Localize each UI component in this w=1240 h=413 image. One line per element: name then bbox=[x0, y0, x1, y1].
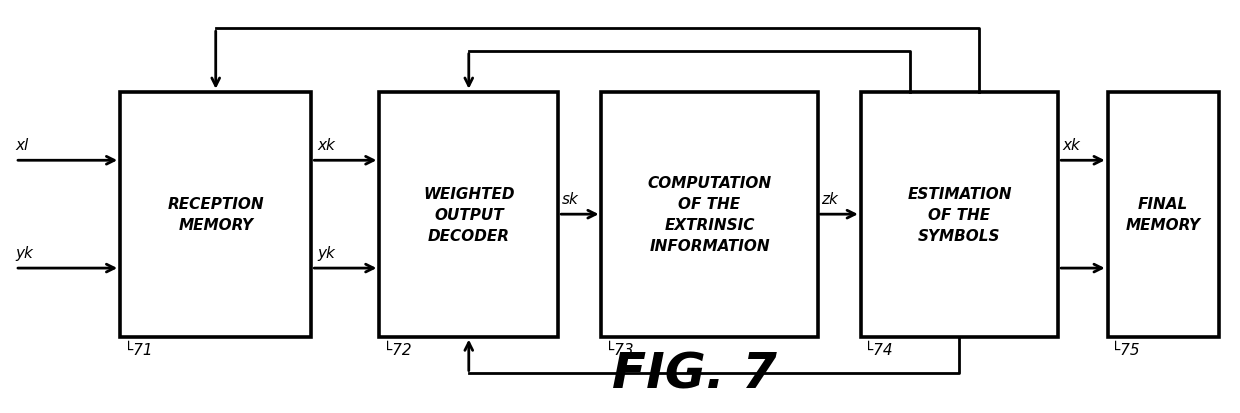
Bar bbox=[1107, 93, 1219, 337]
Bar bbox=[379, 93, 558, 337]
Bar bbox=[601, 93, 817, 337]
Text: └73: └73 bbox=[605, 342, 634, 357]
Text: yk: yk bbox=[317, 245, 336, 260]
Bar bbox=[120, 93, 311, 337]
Text: └71: └71 bbox=[124, 342, 153, 357]
Text: zk: zk bbox=[821, 192, 838, 206]
Text: └74: └74 bbox=[864, 342, 893, 357]
Text: xk: xk bbox=[317, 138, 336, 153]
Text: └72: └72 bbox=[383, 342, 412, 357]
Text: yk: yk bbox=[15, 245, 33, 260]
Bar bbox=[861, 93, 1058, 337]
Text: xk: xk bbox=[1061, 138, 1080, 153]
Text: sk: sk bbox=[562, 192, 579, 206]
Text: FIG. 7: FIG. 7 bbox=[611, 350, 776, 398]
Text: WEIGHTED
OUTPUT
DECODER: WEIGHTED OUTPUT DECODER bbox=[423, 186, 515, 243]
Text: FINAL
MEMORY: FINAL MEMORY bbox=[1126, 197, 1200, 233]
Text: ESTIMATION
OF THE
SYMBOLS: ESTIMATION OF THE SYMBOLS bbox=[908, 186, 1012, 243]
Text: RECEPTION
MEMORY: RECEPTION MEMORY bbox=[167, 197, 264, 233]
Text: xl: xl bbox=[15, 138, 29, 153]
Text: COMPUTATION
OF THE
EXTRINSIC
INFORMATION: COMPUTATION OF THE EXTRINSIC INFORMATION bbox=[647, 176, 771, 254]
Text: └75: └75 bbox=[1111, 342, 1140, 357]
